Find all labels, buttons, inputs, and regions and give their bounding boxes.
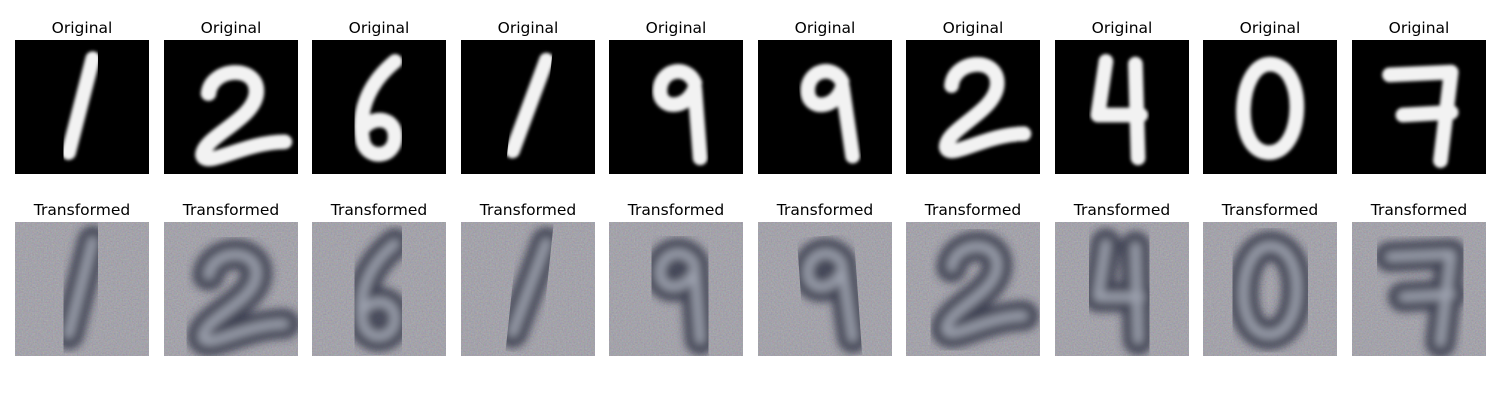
panel-title: Transformed <box>1332 201 1500 219</box>
svhn-digit-image <box>1352 222 1486 356</box>
svhn-digit-image <box>312 222 446 356</box>
mnist-digit-image <box>1055 40 1189 174</box>
mnist-digit-image <box>164 40 298 174</box>
svhn-digit-image <box>906 222 1040 356</box>
panel-title: Original <box>589 19 763 37</box>
mnist-digit-image <box>15 40 149 174</box>
svhn-digit-image <box>609 222 743 356</box>
panel-title: Transformed <box>589 201 763 219</box>
panel-title: Original <box>292 19 466 37</box>
svhn-digit-image <box>461 222 595 356</box>
panel-title: Original <box>1183 19 1357 37</box>
panel-title: Original <box>886 19 1060 37</box>
svhn-digit-image <box>758 222 892 356</box>
panel-title: Original <box>1332 19 1500 37</box>
mnist-digit-image <box>609 40 743 174</box>
svhn-digit-image <box>164 222 298 356</box>
mnist-digit-image <box>906 40 1040 174</box>
mnist-digit-image <box>312 40 446 174</box>
mnist-digit-image <box>1352 40 1486 174</box>
svhn-digit-image <box>1055 222 1189 356</box>
svhn-digit-image <box>1203 222 1337 356</box>
mnist-digit-image <box>758 40 892 174</box>
mnist-digit-image <box>461 40 595 174</box>
panel-title: Transformed <box>886 201 1060 219</box>
panel-title: Transformed <box>292 201 466 219</box>
panel-title: Transformed <box>1183 201 1357 219</box>
svhn-digit-image <box>15 222 149 356</box>
mnist-digit-image <box>1203 40 1337 174</box>
